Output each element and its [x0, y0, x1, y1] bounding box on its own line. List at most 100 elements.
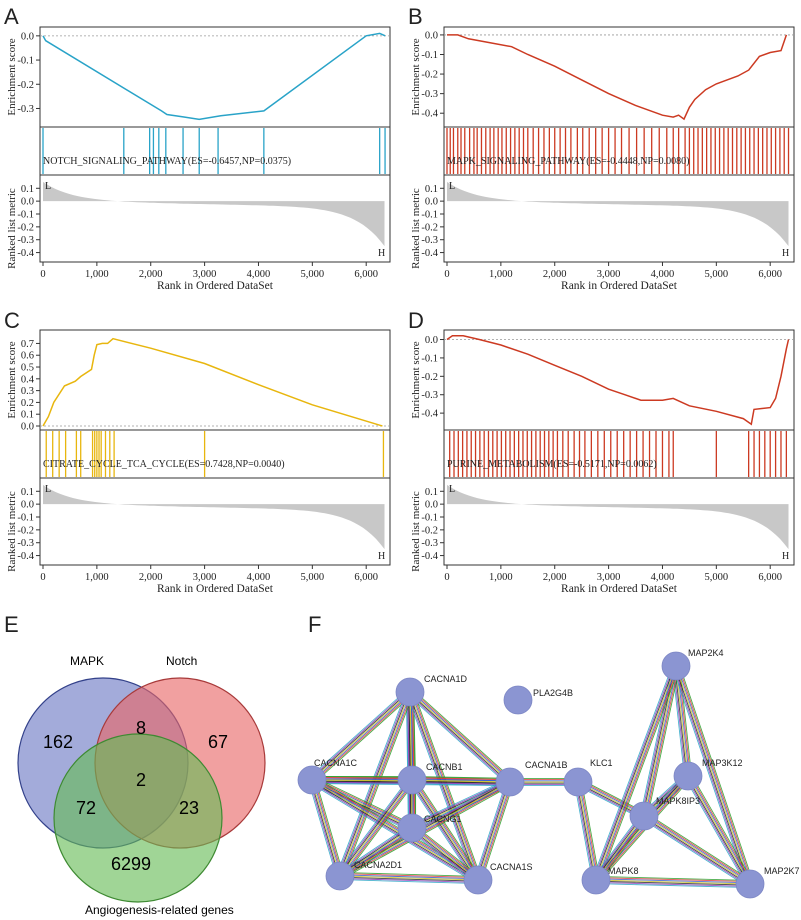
venn-label-notch: Notch — [166, 654, 197, 668]
network-edge — [480, 782, 514, 882]
network-edge — [479, 782, 513, 881]
x-tick-label: 4,000 — [247, 572, 271, 583]
network-edge — [313, 776, 414, 826]
network-edge — [595, 665, 677, 881]
panel-label-b: B — [408, 4, 423, 29]
rank-label-h: H — [378, 248, 385, 259]
network-edge — [684, 777, 748, 887]
es-tick-label: 0.2 — [21, 398, 34, 409]
venn-count-notch-angio: 23 — [179, 798, 199, 818]
ranked-metric-area — [43, 181, 385, 247]
venn-count-mapk-only: 162 — [43, 732, 73, 752]
gene-set-title: MAPK_SIGNALING_PATHWAY(ES=-0.4448,NP=0.0… — [447, 156, 690, 167]
x-tick-label: 2,000 — [543, 269, 567, 280]
x-axis-label: Rank in Ordered DataSet — [561, 583, 678, 595]
network-edge — [647, 666, 680, 817]
network-edge — [595, 880, 750, 886]
metric-panel-frame — [39, 477, 391, 566]
x-tick-label: 6,000 — [354, 572, 378, 583]
network-node-cacnb1 — [397, 765, 427, 795]
es-tick-label: 0.7 — [21, 339, 34, 350]
metric-tick-label: 0.0 — [425, 197, 438, 208]
network-edge — [341, 692, 413, 878]
ranked-metric-area — [447, 484, 789, 550]
network-node-cacna2d1 — [325, 861, 355, 891]
venn-label-mapk: MAPK — [70, 654, 104, 668]
network-edge — [309, 780, 339, 877]
network-edge — [673, 666, 749, 885]
metric-tick-label: -0.2 — [421, 525, 438, 536]
x-tick-label: 4,000 — [247, 269, 271, 280]
network-edge — [310, 781, 477, 883]
network-edge — [408, 781, 476, 883]
network-edge — [476, 781, 510, 880]
es-tick-label: -0.3 — [421, 390, 438, 401]
network-edge — [645, 812, 753, 882]
network-node-label: CACNB1 — [426, 762, 463, 772]
network-node-pla2g4b — [503, 685, 533, 715]
network-edge — [410, 690, 512, 782]
network-edge — [411, 780, 510, 784]
rank-label-l: L — [449, 181, 455, 192]
network-edge — [689, 774, 753, 884]
x-axis-label: Rank in Ordered DataSet — [157, 280, 274, 292]
network-edge — [645, 666, 679, 817]
x-tick-label: 3,000 — [193, 269, 217, 280]
network-node-cacna1b — [495, 767, 525, 797]
network-edge — [413, 824, 481, 878]
network-node-label: CACNA1C — [314, 758, 358, 768]
venn-count-all: 2 — [136, 770, 146, 790]
ppi-network: CACNA1D PLA2G4B CACNA1C CACNB1 CACNA1B KLC1 CA… — [297, 648, 800, 899]
metric-tick-label: 0.0 — [21, 197, 34, 208]
es-axis-label: Enrichment score — [410, 341, 422, 418]
es-panel-frame — [443, 329, 795, 431]
network-node-label: MAPK8 — [608, 866, 639, 876]
network-edge — [676, 665, 752, 884]
network-edge — [312, 692, 412, 782]
network-edge — [685, 776, 749, 886]
network-edge — [341, 830, 415, 880]
rank-label-h: H — [378, 551, 385, 562]
network-edge — [412, 778, 511, 782]
x-tick-label: 5,000 — [301, 572, 325, 583]
network-edge — [339, 827, 413, 877]
x-tick-label: 5,000 — [705, 572, 729, 583]
network-edge — [576, 782, 596, 881]
network-edge — [308, 780, 337, 878]
network-edge — [338, 825, 411, 875]
network-node-mapk8 — [581, 865, 611, 895]
x-tick-label: 3,000 — [193, 572, 217, 583]
network-edge — [641, 818, 749, 888]
x-tick-label: 2,000 — [139, 572, 163, 583]
network-edge — [642, 817, 749, 887]
rank-label-l: L — [449, 484, 455, 495]
x-tick-label: 2,000 — [139, 269, 163, 280]
network-edge — [686, 776, 750, 885]
metric-tick-label: 0.1 — [425, 184, 438, 195]
network-node-label: KLC1 — [590, 758, 613, 768]
gene-set-title: NOTCH_SIGNALING_PATHWAY(ES=-0.6457,NP=0.… — [43, 156, 291, 167]
metric-tick-label: -0.3 — [17, 235, 34, 246]
network-edge — [338, 779, 412, 876]
venn-diagram: MAPK Notch Angiogenesis-related genes 16… — [17, 654, 266, 917]
metric-tick-label: -0.3 — [421, 538, 438, 549]
network-edge — [337, 824, 411, 874]
network-edge — [578, 781, 598, 880]
network-edge — [409, 691, 479, 881]
es-tick-label: -0.2 — [17, 80, 34, 91]
x-axis-label: Rank in Ordered DataSet — [561, 280, 678, 292]
network-edge — [314, 694, 413, 784]
network-edge — [341, 784, 512, 880]
network-edge — [581, 781, 600, 880]
network-node-label: CACNA1B — [525, 760, 568, 770]
x-tick-label: 1,000 — [489, 572, 513, 583]
network-edge — [339, 875, 479, 881]
network-edge — [678, 664, 754, 883]
network-edge — [579, 781, 599, 880]
network-edge — [596, 666, 678, 881]
metric-tick-label: -0.4 — [421, 551, 438, 562]
metric-tick-label: 0.0 — [21, 500, 34, 511]
network-edge — [407, 694, 508, 786]
network-edge — [310, 690, 410, 780]
